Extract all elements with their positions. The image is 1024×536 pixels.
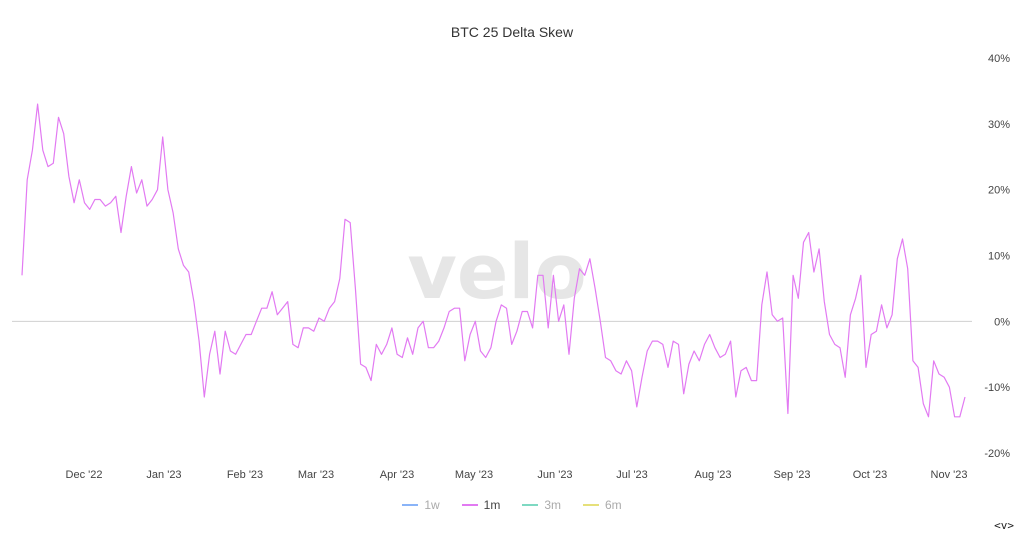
legend-label: 3m [544,498,561,512]
legend-swatch [583,504,599,506]
legend-item-6m[interactable]: 6m [583,498,622,512]
legend-swatch [522,504,539,506]
legend: 1w 1m 3m 6m [0,498,1024,512]
series-group [21,103,966,418]
legend-label: 1w [424,498,440,512]
y-tick-label: 40% [988,53,1010,65]
y-tick-label: 20% [988,185,1010,197]
x-tick-label: Nov '23 [931,469,968,481]
x-tick-label: Feb '23 [227,469,263,481]
x-tick-label: Apr '23 [380,469,415,481]
velo-watermark: velo [407,227,586,316]
legend-swatch [402,504,419,506]
legend-item-1w[interactable]: 1w [402,498,440,512]
y-tick-label: 30% [988,119,1010,131]
x-tick-label: Aug '23 [695,469,732,481]
y-tick-label: 0% [994,316,1010,328]
legend-item-3m[interactable]: 3m [522,498,561,512]
chart-title: BTC 25 Delta Skew [451,24,574,40]
y-tick-label: -20% [984,448,1010,460]
y-tick-label: -10% [984,382,1010,394]
x-axis-ticks: Dec '22 Jan '23 Feb '23 Mar '23 Apr '23 May '… [66,469,968,481]
y-axis-ticks: 40% 30% 20% 10% 0% -10% -20% [984,53,1010,460]
x-tick-label: Oct '23 [853,469,888,481]
series-line-1m [21,103,966,418]
x-tick-label: Dec '22 [66,469,103,481]
x-tick-label: Sep '23 [774,469,811,481]
x-tick-label: Jul '23 [616,469,647,481]
x-tick-label: Jun '23 [537,469,572,481]
legend-swatch [461,504,478,506]
legend-label: 6m [605,498,622,512]
legend-label: 1m [483,498,501,512]
x-tick-label: Mar '23 [298,469,334,481]
legend-item-1m[interactable]: 1m [461,498,501,512]
chart-nav-arrows[interactable]: <v> [994,519,1014,532]
y-tick-label: 10% [988,251,1010,263]
x-tick-label: Jan '23 [146,469,181,481]
x-tick-label: May '23 [455,469,493,481]
